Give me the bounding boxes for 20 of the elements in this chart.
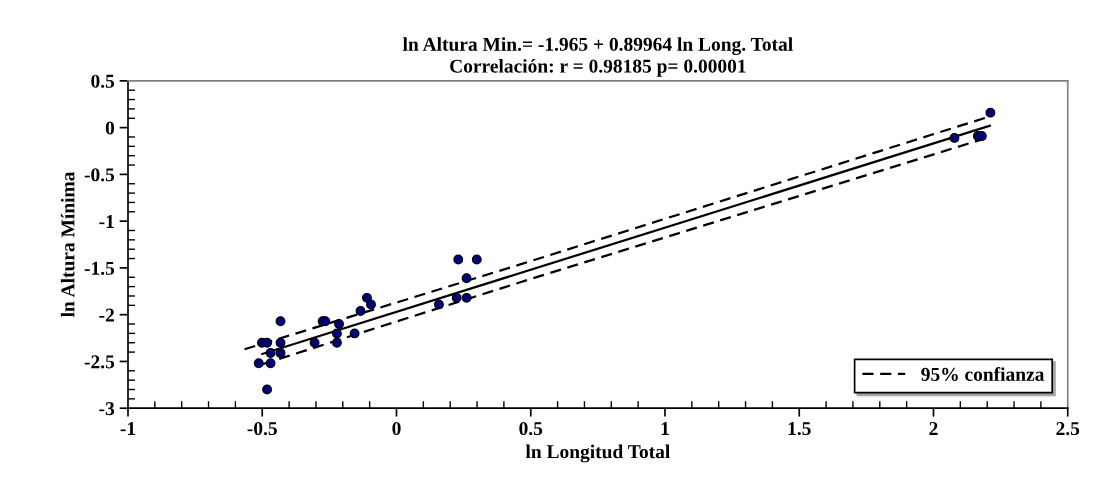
y-tick-label: 0 [105, 121, 115, 135]
x-tick-label: 2 [929, 422, 938, 435]
x-tick-label: 2.5 [1056, 422, 1080, 436]
x-axis-title: ln Longitud Total [525, 444, 670, 463]
y-axis-title: ln Altura Mínima [60, 171, 75, 318]
y-tick-label: -2.5 [84, 355, 115, 369]
y-tick-label: -0.5 [84, 168, 115, 182]
y-tick-label: -1 [99, 215, 114, 228]
x-tick-label: -0.5 [247, 421, 277, 436]
x-tick-label: 0 [392, 421, 401, 436]
x-tick-label: 1 [661, 422, 669, 435]
legend-label: 95% confianza [921, 367, 1045, 381]
x-tick-label: -1 [120, 422, 136, 435]
y-tick-label: 0.5 [91, 74, 115, 88]
chart-title: ln Altura Min.= -1.965 + 0.89964 ln Long. Total Correlación: r = 0.98185 p= 0.00001 [402, 37, 793, 77]
y-tick-label: -1.5 [84, 261, 115, 275]
x-tick-label: 0.5 [519, 421, 543, 436]
x-tick-label: 1.5 [788, 422, 811, 436]
y-tick-label: -2 [99, 308, 114, 322]
y-tick-label: -3 [99, 402, 115, 416]
